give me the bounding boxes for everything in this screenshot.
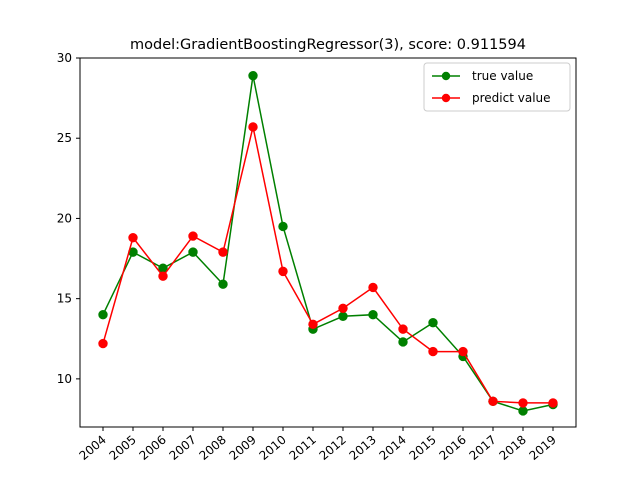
data-point: [218, 247, 228, 257]
data-point: [548, 398, 558, 408]
x-tick-label: 2012: [317, 433, 349, 463]
data-point: [398, 324, 408, 334]
x-tick-label: 2018: [497, 433, 529, 463]
x-tick-label: 2007: [167, 433, 199, 463]
legend-item: true value: [432, 69, 533, 83]
legend-label: predict value: [472, 91, 551, 105]
x-tick-label: 2006: [137, 433, 169, 463]
series-line: [102, 75, 554, 412]
legend-marker: [441, 93, 451, 103]
x-tick-label: 2008: [197, 433, 229, 463]
data-point: [488, 396, 498, 407]
legend-box: [423, 62, 571, 112]
plot-marks: [98, 70, 558, 416]
y-tick-label: 25: [57, 131, 72, 145]
data-point: [338, 303, 348, 313]
data-point: [458, 346, 468, 357]
x-tick-label: 2019: [527, 433, 559, 463]
y-tick-label: 15: [57, 292, 72, 306]
x-axis: 2004200520062007200820092010201120122013…: [77, 427, 559, 463]
legend-item: predict value: [432, 91, 551, 105]
x-tick-label: 2005: [107, 433, 139, 463]
data-point: [368, 309, 378, 320]
x-tick-label: 2016: [437, 433, 469, 463]
data-point: [518, 406, 528, 416]
x-tick-label: 2015: [407, 433, 439, 463]
x-tick-label: 2014: [377, 433, 409, 463]
data-point: [248, 122, 258, 132]
data-point: [158, 271, 168, 281]
data-point: [98, 338, 108, 349]
data-point: [308, 319, 318, 330]
data-point: [188, 247, 198, 257]
plot-frame: [79, 57, 577, 428]
data-point: [428, 318, 438, 328]
x-tick-label: 2004: [77, 433, 109, 463]
y-tick-label: 30: [57, 51, 72, 65]
data-point: [278, 221, 288, 232]
data-point: [368, 282, 378, 293]
legend-marker: [441, 71, 451, 81]
series-2: [98, 122, 558, 408]
x-tick-label: 2011: [287, 433, 319, 463]
data-point: [128, 232, 138, 243]
data-point: [98, 309, 108, 320]
x-tick-label: 2010: [257, 433, 289, 463]
data-point: [428, 346, 438, 357]
x-tick-label: 2017: [467, 433, 499, 463]
data-point: [338, 311, 348, 321]
y-tick-label: 10: [57, 372, 72, 386]
legend: true value predict value: [423, 62, 571, 112]
data-point: [188, 231, 198, 241]
data-point: [278, 266, 288, 277]
x-tick-label: 2013: [347, 433, 379, 463]
data-point: [248, 70, 258, 81]
data-point: [398, 337, 408, 347]
series-1: [98, 70, 558, 416]
data-point: [518, 398, 528, 408]
legend-label: true value: [472, 69, 533, 83]
x-tick-label: 2009: [227, 433, 259, 463]
y-tick-label: 20: [57, 211, 72, 225]
y-axis: 10 15 20 25 30: [57, 51, 80, 386]
chart-title: model:GradientBoostingRegressor(3), scor…: [130, 37, 526, 53]
data-point: [218, 279, 228, 289]
series-line: [102, 126, 553, 404]
